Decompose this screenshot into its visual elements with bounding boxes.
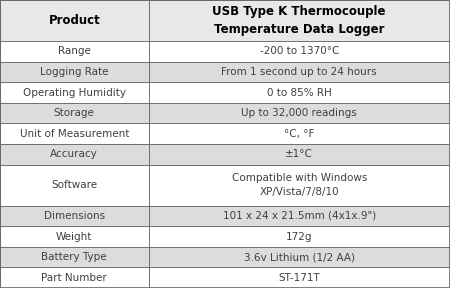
Text: Part Number: Part Number [41, 273, 107, 283]
Bar [0, 124, 148, 144]
Text: Logging Rate: Logging Rate [40, 67, 108, 77]
Bar [148, 82, 450, 103]
Bar [0, 268, 148, 288]
Text: ±1°C: ±1°C [285, 149, 313, 159]
Text: Compatible with Windows
XP/Vista/7/8/10: Compatible with Windows XP/Vista/7/8/10 [232, 173, 367, 197]
Bar [148, 144, 450, 164]
Text: Software: Software [51, 180, 97, 190]
Text: From 1 second up to 24 hours: From 1 second up to 24 hours [221, 67, 377, 77]
Bar [148, 247, 450, 268]
Bar [148, 226, 450, 247]
Bar [148, 268, 450, 288]
Text: Battery Type: Battery Type [41, 252, 107, 262]
Bar [0, 247, 148, 268]
Text: Product: Product [49, 14, 100, 27]
Text: Dimensions: Dimensions [44, 211, 105, 221]
Bar [148, 103, 450, 124]
Text: 172g: 172g [286, 232, 312, 242]
Text: Up to 32,000 readings: Up to 32,000 readings [241, 108, 357, 118]
Text: °C, °F: °C, °F [284, 129, 315, 139]
Bar [148, 124, 450, 144]
Bar [0, 226, 148, 247]
Bar [0, 144, 148, 164]
Bar [0, 0, 148, 41]
Bar [148, 62, 450, 82]
Text: Accuracy: Accuracy [50, 149, 98, 159]
Text: USB Type K Thermocouple
Temperature Data Logger: USB Type K Thermocouple Temperature Data… [212, 5, 386, 36]
Bar [0, 206, 148, 226]
Text: Storage: Storage [54, 108, 94, 118]
Text: Operating Humidity: Operating Humidity [23, 88, 126, 98]
Bar [0, 103, 148, 124]
Text: 0 to 85% RH: 0 to 85% RH [267, 88, 332, 98]
Bar [148, 206, 450, 226]
Text: Range: Range [58, 46, 91, 56]
Text: Unit of Measurement: Unit of Measurement [19, 129, 129, 139]
Bar [148, 0, 450, 41]
Bar [148, 164, 450, 206]
Bar [0, 41, 148, 62]
Text: 101 x 24 x 21.5mm (4x1x.9"): 101 x 24 x 21.5mm (4x1x.9") [223, 211, 376, 221]
Text: ST-171T: ST-171T [279, 273, 320, 283]
Bar [0, 62, 148, 82]
Bar [0, 164, 148, 206]
Text: Weight: Weight [56, 232, 92, 242]
Bar [148, 41, 450, 62]
Bar [0, 82, 148, 103]
Text: 3.6v Lithium (1/2 AA): 3.6v Lithium (1/2 AA) [244, 252, 355, 262]
Text: -200 to 1370°C: -200 to 1370°C [260, 46, 339, 56]
